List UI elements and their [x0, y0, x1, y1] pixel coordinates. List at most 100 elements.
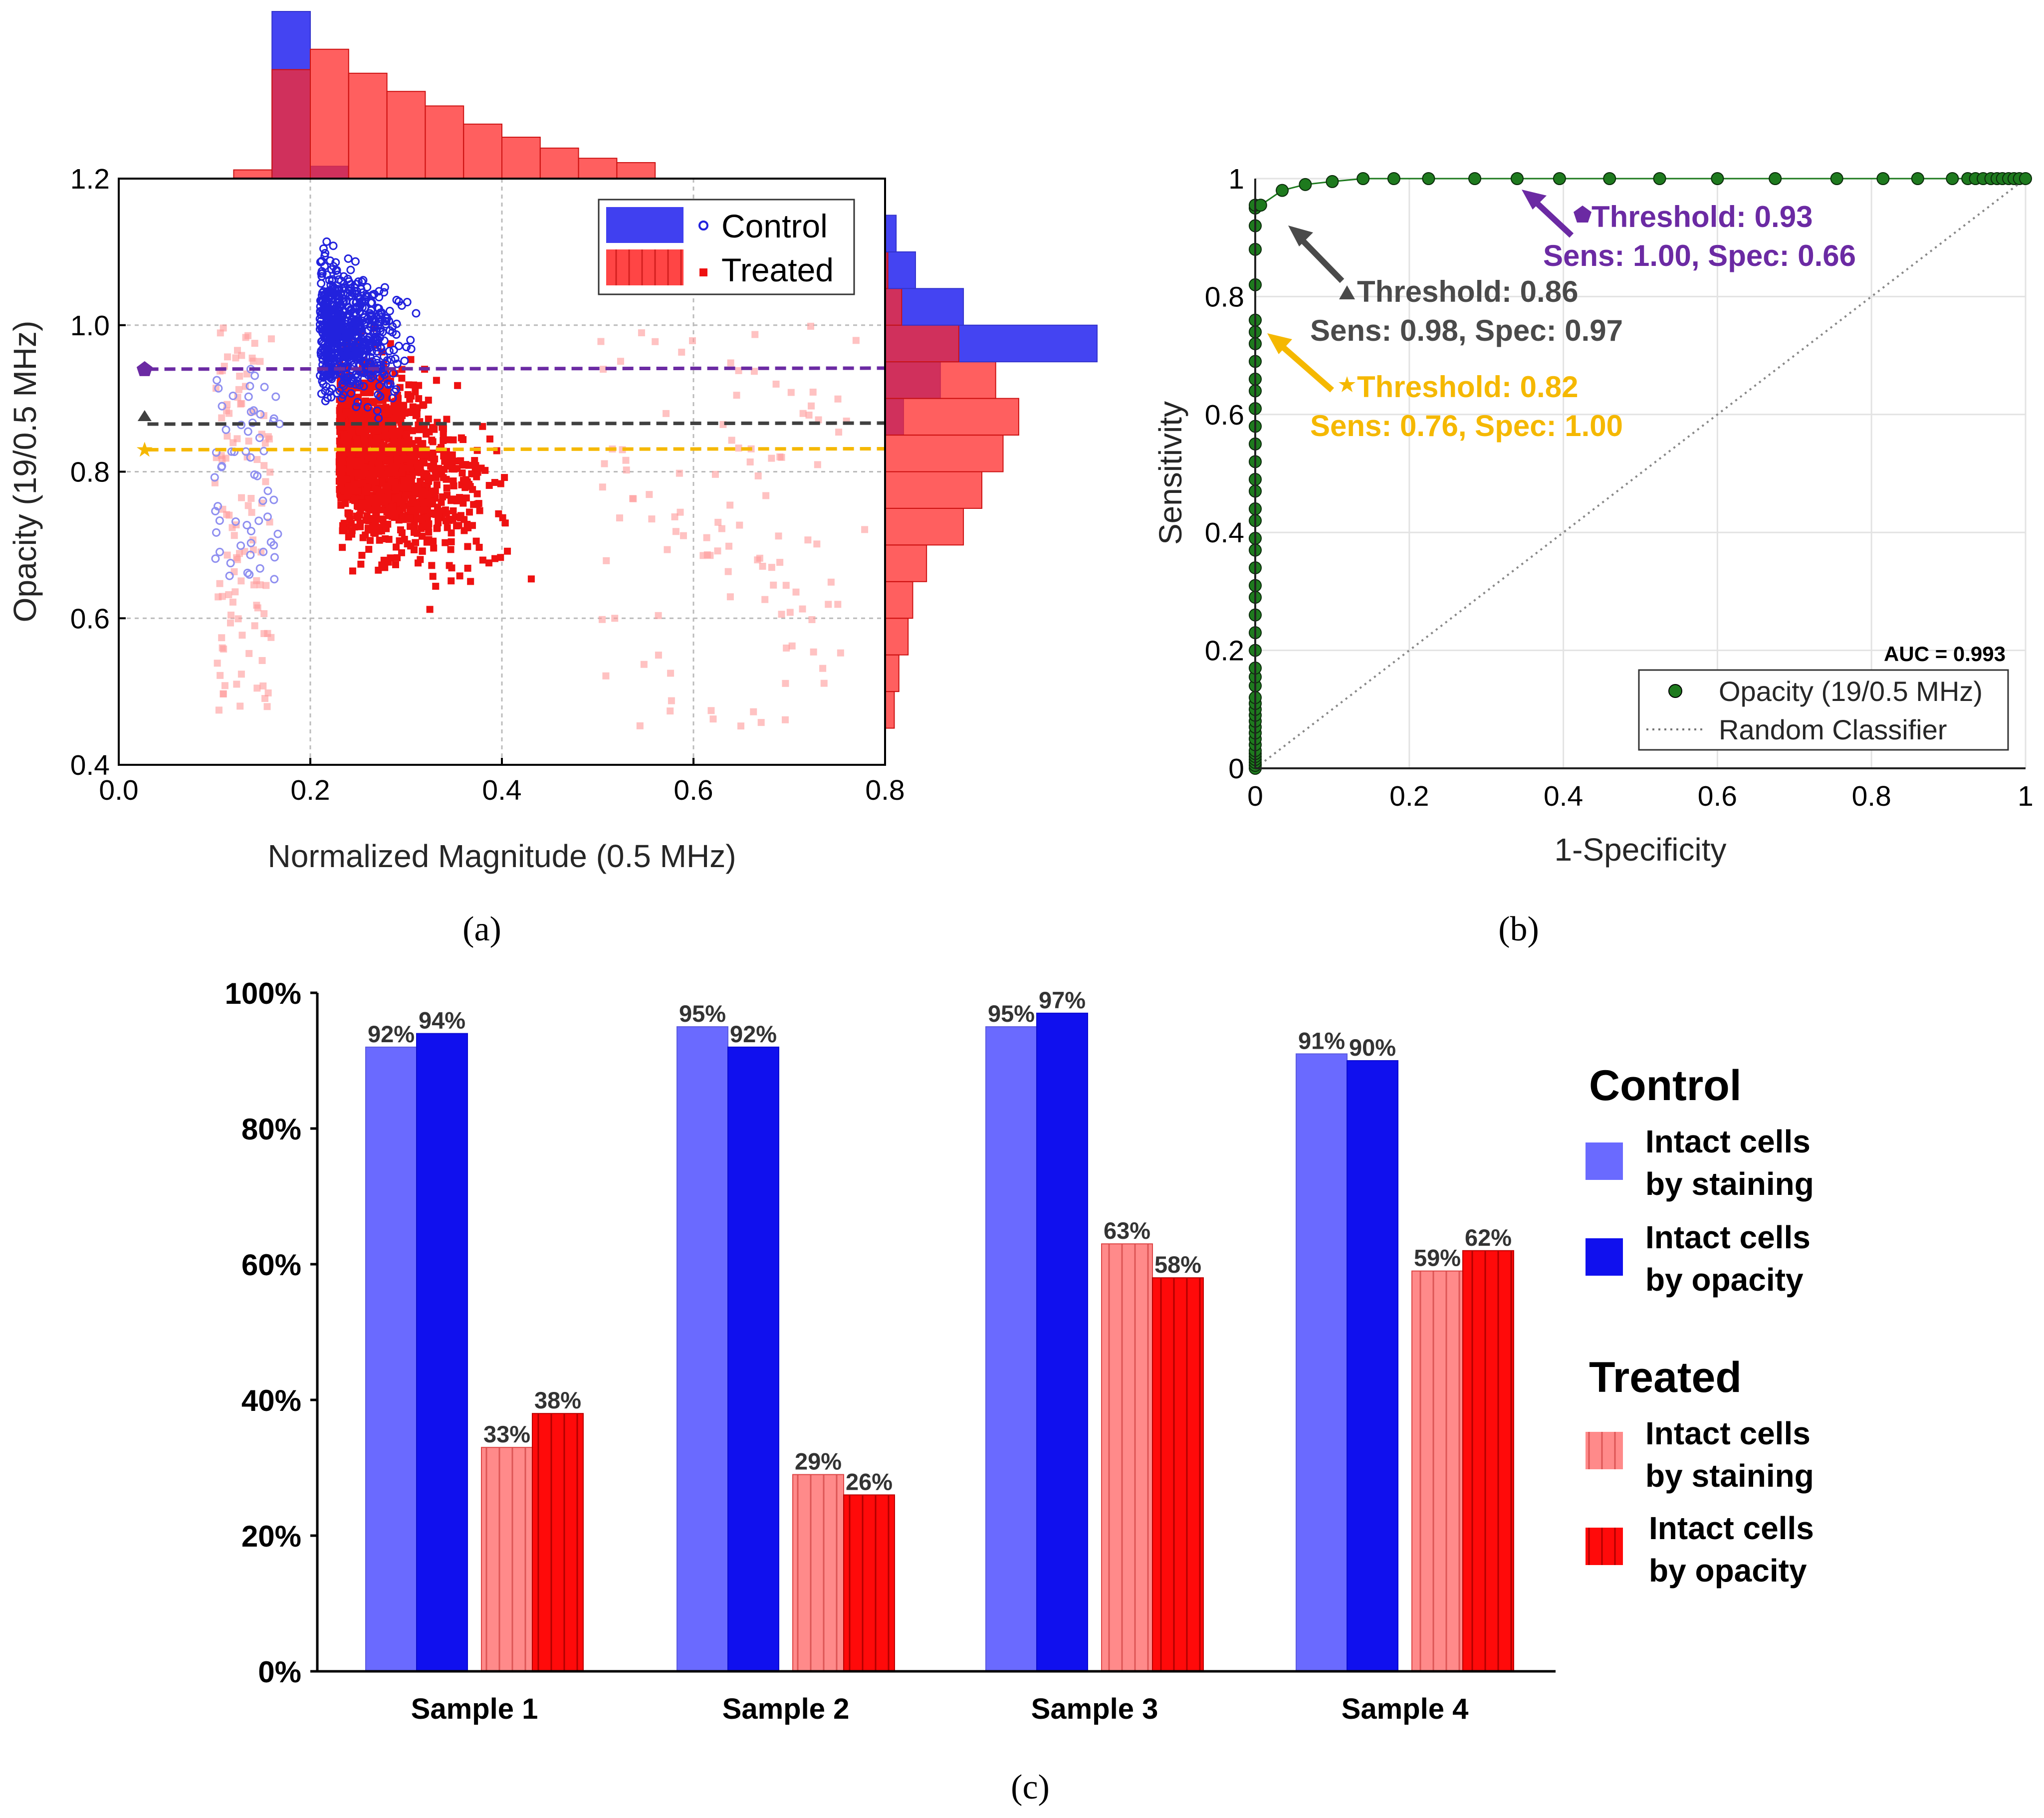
- control-faded-point: [260, 383, 269, 392]
- roc-point: [1357, 172, 1370, 185]
- treated-point: [527, 575, 535, 583]
- control-faded-point: [215, 547, 224, 556]
- treated-point: [382, 456, 390, 464]
- treated-point: [353, 512, 361, 520]
- treated-point: [415, 395, 423, 403]
- treated-point: [476, 507, 483, 514]
- bar: [792, 1474, 844, 1672]
- roc-point: [1510, 172, 1524, 185]
- treated-point: [358, 552, 366, 559]
- treated-point: [427, 497, 434, 505]
- treated-faded-point: [786, 609, 794, 616]
- control-point: [380, 288, 389, 297]
- control-point: [393, 359, 402, 368]
- annotation-093-arrowhead: [1522, 190, 1547, 210]
- treated-point: [369, 494, 377, 502]
- roc-point: [1830, 172, 1843, 185]
- bar-value-label: 91%: [1298, 1027, 1345, 1054]
- treated-faded-point: [664, 546, 671, 553]
- treated-faded-point: [711, 470, 719, 478]
- treated-faded-point: [646, 491, 653, 498]
- top-hist-treated-bar: [233, 169, 273, 179]
- bar-value-label: 92%: [730, 1021, 777, 1047]
- bar: [1411, 1270, 1463, 1672]
- right-hist-control-bar: [885, 215, 897, 252]
- control-point: [318, 329, 327, 338]
- treated-point: [364, 524, 372, 532]
- treated-faded-point: [258, 657, 266, 664]
- control-point: [333, 285, 342, 294]
- treated-point: [450, 495, 457, 503]
- bar: [843, 1494, 895, 1672]
- control-point: [364, 371, 373, 380]
- panel-a-points: [210, 237, 869, 730]
- treated-faded-point: [262, 582, 270, 589]
- treated-point: [347, 461, 354, 468]
- treated-point: [396, 537, 403, 544]
- treated-faded-point: [238, 494, 245, 501]
- treated-point: [407, 408, 415, 416]
- control-point: [359, 382, 368, 391]
- treated-faded-point: [756, 554, 763, 562]
- treated-point: [392, 407, 399, 415]
- control-point: [377, 344, 386, 353]
- control-point: [324, 348, 333, 357]
- control-faded-point: [243, 427, 252, 436]
- control-faded-point: [250, 371, 259, 380]
- treated-faded-point: [215, 706, 223, 714]
- treated-faded-point: [247, 494, 255, 502]
- treated-point: [415, 382, 423, 389]
- treated-point: [396, 384, 404, 391]
- control-faded-point: [263, 486, 272, 495]
- control-faded-point: [214, 384, 223, 393]
- treated-point: [464, 543, 471, 550]
- control-point: [351, 257, 360, 266]
- treated-faded-point: [233, 681, 240, 688]
- treated-faded-point: [735, 445, 742, 452]
- treated-faded-point: [230, 532, 238, 539]
- control-point: [347, 389, 356, 398]
- roc-point: [1326, 175, 1339, 188]
- annotation-093-line1: Threshold: 0.93: [1591, 200, 1813, 233]
- control-faded-point: [254, 516, 263, 525]
- treated-point: [470, 501, 477, 508]
- treated-faded-point: [216, 580, 224, 587]
- treated-point: [398, 549, 405, 556]
- treated-faded-point: [266, 468, 274, 476]
- control-faded-point: [273, 529, 282, 538]
- panel-b-legend: Opacity (19/0.5 MHz) Random Classifier: [1638, 669, 2009, 751]
- treated-point: [464, 564, 471, 572]
- right-hist-treated-bar: [885, 618, 909, 656]
- treated-faded-point: [746, 458, 754, 465]
- treated-faded-point: [253, 456, 261, 463]
- panel-a-top-histogram: [233, 11, 656, 180]
- treated-faded-point: [689, 337, 696, 344]
- treated-faded-point: [750, 708, 757, 715]
- annotation-threshold-082: Threshold: 0.82 Sens: 0.76, Spec: 1.00: [1267, 333, 1623, 443]
- treated-faded-point: [243, 370, 250, 378]
- legend-treated-staining-swatch: [1586, 1432, 1623, 1469]
- bar-value-label: 29%: [795, 1448, 842, 1475]
- control-point: [325, 387, 334, 396]
- treated-faded-point: [835, 429, 843, 436]
- panel-a-legend: Control Treated: [598, 199, 855, 295]
- control-point: [392, 295, 401, 304]
- treated-faded-point: [809, 388, 817, 396]
- treated-faded-point: [781, 716, 789, 723]
- annotation-086-arrowhead: [1288, 226, 1313, 246]
- treated-faded-point: [261, 695, 269, 702]
- control-point: [318, 288, 327, 297]
- treated-point: [356, 519, 364, 527]
- treated-point: [393, 543, 400, 551]
- treated-point: [399, 505, 407, 512]
- treated-faded-point: [805, 412, 813, 419]
- legend-treated-opacity-swatch: [1586, 1528, 1623, 1565]
- treated-point: [387, 340, 394, 347]
- treated-faded-point: [667, 707, 674, 715]
- treated-point: [443, 416, 451, 423]
- x-tick-label: 0: [1247, 780, 1263, 812]
- treated-faded-point: [259, 682, 267, 689]
- treated-point: [485, 481, 493, 489]
- top-hist-treated-bar: [463, 123, 503, 179]
